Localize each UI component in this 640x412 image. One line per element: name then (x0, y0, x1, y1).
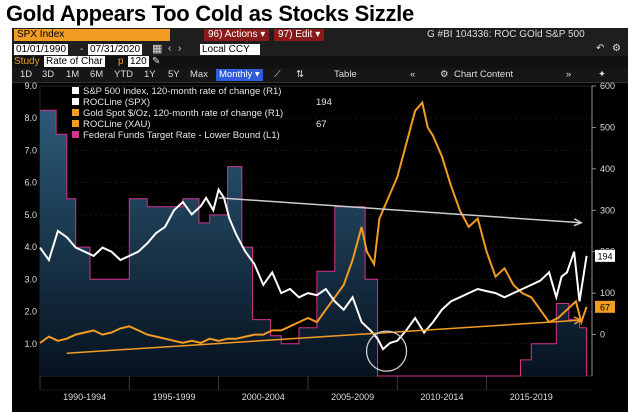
legend: S&P 500 Index, 120-month rate of change … (72, 86, 332, 141)
pencil-icon[interactable]: ✎ (152, 56, 161, 67)
x-axis-tick-label: 1990-1994 (63, 392, 106, 402)
gold-last-value-label-box (595, 300, 615, 313)
edit-menu[interactable]: 97) Edit ▾ (274, 29, 325, 41)
left-axis-tick-label: 2.0 (24, 307, 37, 317)
undo-icon[interactable]: ↶ (596, 43, 605, 54)
x-axis-tick-label: 2005-2009 (331, 392, 374, 402)
left-axis-tick-label: 6.0 (24, 178, 37, 188)
headline: Gold Appears Too Cold as Stocks Sizzle (6, 1, 414, 26)
range-ytd[interactable]: YTD (114, 69, 133, 80)
range-5y[interactable]: 5Y (168, 69, 180, 80)
left-axis-tick-label: 9.0 (24, 81, 37, 91)
right-axis-tick-label: 500 (600, 122, 615, 132)
spx-last-value-label-box (595, 249, 615, 262)
legend-swatch (72, 131, 79, 138)
spx-trend-arrowhead (573, 218, 584, 227)
legend-label: ROCLine (XAU) (83, 119, 151, 130)
x-axis-tick-label: 2010-2014 (420, 392, 463, 402)
right-axis-tick-label: 300 (600, 205, 615, 215)
prev-period-button[interactable]: ‹ (168, 43, 172, 54)
legend-label: Gold Spot $/Oz, 120-month rate of change… (83, 108, 284, 119)
left-axis-tick-label: 3.0 (24, 274, 37, 284)
right-axis-tick-label: 0 (600, 330, 605, 340)
chart-content-button[interactable]: Chart Content (454, 69, 514, 80)
ticker-field[interactable]: SPX Index (14, 29, 170, 41)
spx-last-value-label: 194 (597, 251, 612, 261)
spx-trend-arrow (218, 197, 582, 224)
legend-item: S&P 500 Index, 120-month rate of change … (72, 86, 332, 97)
chart-area: 1.02.03.04.05.06.07.08.09.00100200300400… (24, 81, 615, 402)
expand-icon[interactable]: » (566, 69, 572, 80)
left-axis-tick-label: 4.0 (24, 242, 37, 252)
range-1d[interactable]: 1D (20, 69, 33, 80)
options-icon[interactable]: ✦ (598, 69, 606, 80)
legend-value: 194 (316, 97, 332, 108)
legend-item: ROCLine (SPX) 194 (72, 97, 332, 108)
next-period-button[interactable]: › (178, 43, 182, 54)
settings-icon[interactable]: ⚙ (612, 43, 621, 54)
study-field[interactable]: Rate of Char (44, 56, 105, 67)
bottom-circle-annotation (365, 330, 408, 372)
gold-trend-arrowhead (573, 316, 584, 325)
left-axis-tick-label: 8.0 (24, 113, 37, 123)
end-date-field[interactable]: 07/31/2020 (88, 44, 143, 55)
calendar-icon[interactable]: ▦ (152, 43, 163, 55)
line-chart-icon[interactable]: ⟋ (274, 69, 281, 80)
toolbar-row-1: SPX Index 96) Actions ▾ 97) Edit ▾ G #BI… (12, 28, 628, 43)
right-axis-tick-label: 400 (600, 164, 615, 174)
period-field[interactable]: 120 (128, 56, 149, 67)
range-max[interactable]: Max (190, 69, 208, 80)
collapse-icon[interactable]: « (410, 69, 416, 80)
currency-select[interactable]: Local CCY (200, 44, 260, 55)
legend-label: ROCLine (SPX) (83, 97, 151, 108)
table-button[interactable]: Table (334, 69, 357, 80)
toolbar-row-4: 1D 3D 1M 6M YTD 1Y 5Y Max Monthly ▾ ⟋ ⇅ … (12, 68, 628, 83)
toolbar-row-3: Study Rate of Char p 120 ✎ (12, 56, 628, 68)
legend-label: Federal Funds Target Rate - Lower Bound … (83, 130, 280, 141)
fed-funds-area (40, 110, 587, 376)
left-axis-tick-label: 5.0 (24, 210, 37, 220)
date-separator: - (80, 44, 84, 55)
range-3d[interactable]: 3D (42, 69, 55, 80)
range-1y[interactable]: 1Y (144, 69, 156, 80)
right-axis-tick-label: 600 (600, 81, 615, 91)
legend-label: S&P 500 Index, 120-month rate of change … (83, 86, 282, 97)
legend-item: Gold Spot $/Oz, 120-month rate of change… (72, 108, 332, 119)
gold-trend-arrow (66, 319, 582, 354)
spx-roc-line (39, 187, 588, 351)
period-label: p (118, 56, 124, 67)
legend-item: Federal Funds Target Rate - Lower Bound … (72, 130, 332, 141)
legend-swatch (72, 87, 79, 94)
left-axis-tick-label: 7.0 (24, 145, 37, 155)
legend-value: 67 (316, 119, 327, 130)
range-1m[interactable]: 1M (66, 69, 80, 80)
fed-funds-line (40, 109, 588, 377)
start-date-field[interactable]: 01/01/1990 (14, 44, 69, 55)
x-axis-tick-label: 2015-2019 (510, 392, 553, 402)
right-axis-tick-label: 100 (600, 288, 615, 298)
sort-icon[interactable]: ⇅ (296, 69, 304, 80)
chart-id: G #BI 104336: ROC GOld S&P 500 (427, 29, 585, 40)
frequency-select[interactable]: Monthly ▾ (216, 69, 263, 81)
legend-item: ROCLine (XAU) 67 (72, 119, 332, 130)
bloomberg-terminal: SPX Index 96) Actions ▾ 97) Edit ▾ G #BI… (12, 28, 628, 412)
gold-last-value-label: 67 (600, 302, 610, 312)
toolbar-row-2: 01/01/1990 - 07/31/2020 ▦ ‹ › Local CCY … (12, 43, 628, 56)
legend-swatch (72, 120, 79, 127)
study-label: Study (14, 56, 40, 67)
actions-menu[interactable]: 96) Actions ▾ (204, 29, 270, 41)
left-axis-tick-label: 1.0 (24, 339, 37, 349)
legend-swatch (72, 109, 79, 116)
gold-roc-line (39, 100, 588, 344)
x-axis-tick-label: 1995-1999 (152, 392, 195, 402)
legend-swatch (72, 98, 79, 105)
range-6m[interactable]: 6M (90, 69, 104, 80)
x-axis-tick-label: 2000-2004 (242, 392, 285, 402)
gear-small-icon[interactable]: ⚙ (440, 69, 449, 80)
